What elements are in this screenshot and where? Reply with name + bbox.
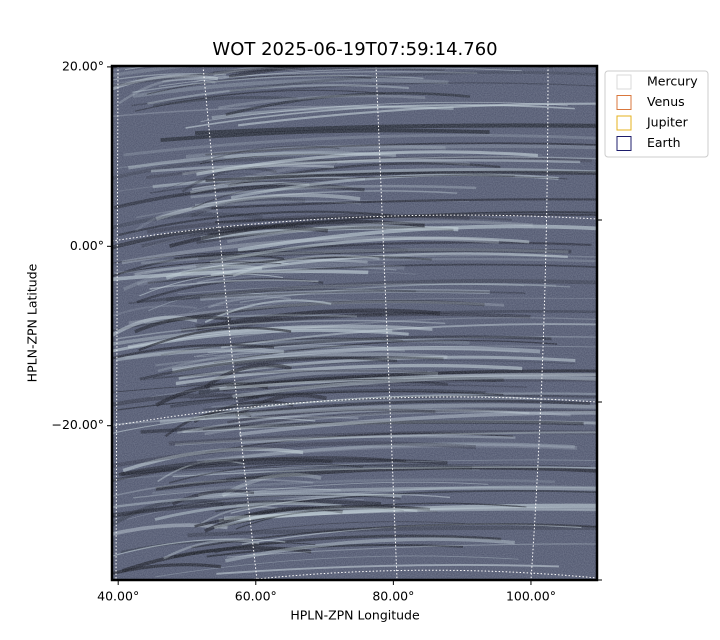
chart-title: WOT 2025-06-19T07:59:14.760 [212, 39, 497, 60]
legend-swatch [616, 136, 632, 151]
legend-label: Venus [647, 94, 685, 109]
parallel [242, 569, 597, 580]
plot-frame [110, 64, 599, 582]
legend-label: Earth [647, 135, 681, 150]
right-ticks [597, 219, 602, 581]
legend [604, 70, 709, 158]
image-noise [112, 66, 597, 580]
x-tick-label: 80.00° [372, 589, 414, 604]
y-tick-label: −20.00° [51, 417, 104, 432]
x-tick-label: 60.00° [235, 589, 277, 604]
legend-label: Jupiter [646, 115, 689, 130]
y-axis-label: HPLN-ZPN Latitude [25, 263, 40, 382]
meridian [375, 66, 398, 580]
y-tick-label: 20.00° [62, 58, 104, 73]
legend-swatch [616, 74, 632, 90]
legend-swatch [616, 115, 632, 131]
x-tick-label: 100.00° [506, 589, 556, 604]
meridian [115, 66, 119, 580]
parallel [112, 396, 597, 427]
parallel [112, 214, 597, 242]
y-tick-label: 0.00° [70, 238, 104, 253]
coordinate-grid [112, 66, 597, 580]
x-tick-label: 40.00° [97, 589, 139, 604]
legend-label: Mercury [647, 74, 698, 89]
meridian [530, 66, 549, 580]
x-axis-label: HPLN-ZPN Longitude [290, 608, 420, 623]
legend-swatch [616, 95, 632, 110]
